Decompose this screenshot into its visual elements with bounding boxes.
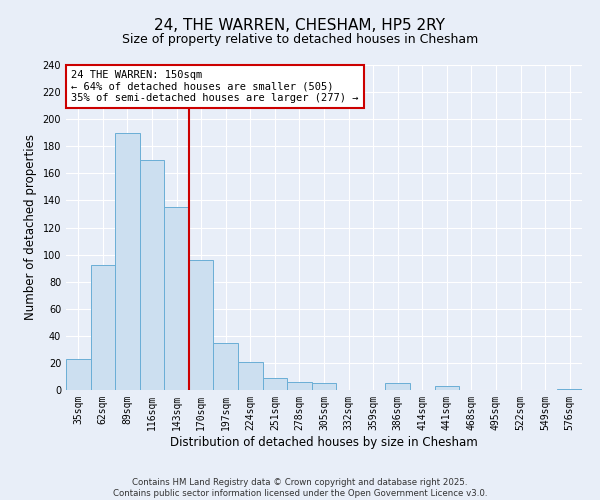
Text: Size of property relative to detached houses in Chesham: Size of property relative to detached ho… [122, 32, 478, 46]
Bar [189, 260, 214, 390]
Bar [434, 386, 459, 390]
Text: 24 THE WARREN: 150sqm
← 64% of detached houses are smaller (505)
35% of semi-det: 24 THE WARREN: 150sqm ← 64% of detached … [71, 70, 359, 103]
Bar [140, 160, 164, 390]
Bar [214, 342, 238, 390]
Bar [91, 266, 115, 390]
Bar [385, 383, 410, 390]
Bar [164, 207, 189, 390]
Bar [312, 383, 336, 390]
X-axis label: Distribution of detached houses by size in Chesham: Distribution of detached houses by size … [170, 436, 478, 448]
Bar [66, 359, 91, 390]
Bar [238, 362, 263, 390]
Bar [263, 378, 287, 390]
Bar [557, 388, 582, 390]
Y-axis label: Number of detached properties: Number of detached properties [24, 134, 37, 320]
Text: Contains HM Land Registry data © Crown copyright and database right 2025.
Contai: Contains HM Land Registry data © Crown c… [113, 478, 487, 498]
Bar [287, 382, 312, 390]
Text: 24, THE WARREN, CHESHAM, HP5 2RY: 24, THE WARREN, CHESHAM, HP5 2RY [155, 18, 445, 32]
Bar [115, 132, 140, 390]
